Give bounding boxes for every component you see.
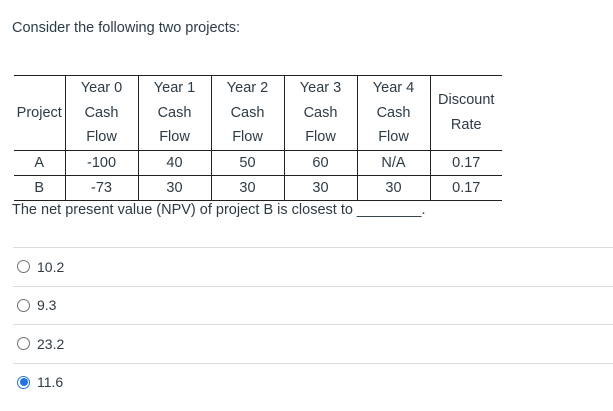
question-prompt: The net present value (NPV) of project B… xyxy=(12,202,426,218)
radio-selected-icon[interactable] xyxy=(17,375,30,389)
cell-project-a: A xyxy=(14,150,66,176)
cell-b-year1: 30 xyxy=(138,175,212,201)
answer-option-2[interactable]: 23.2 xyxy=(13,324,613,363)
col-header-year2: Year 2 Cash Flow xyxy=(211,75,285,151)
cell-a-year2: 50 xyxy=(211,150,285,176)
col-header-year4: Year 4 Cash Flow xyxy=(357,75,431,151)
cell-a-discount: 0.17 xyxy=(430,150,502,176)
radio-icon[interactable] xyxy=(17,337,30,351)
answer-option-label: 10.2 xyxy=(37,258,65,275)
col-header-year1: Year 1 Cash Flow xyxy=(138,75,212,151)
cell-b-discount: 30 xyxy=(357,175,431,201)
col-header-discount-rate: Discount Rate xyxy=(430,75,502,151)
answer-option-0[interactable]: 10.2 xyxy=(13,247,613,286)
cell-a-year3: 60 xyxy=(284,150,358,176)
cell-b-year0: -73 xyxy=(65,175,139,201)
cell-b-year3: 30 xyxy=(284,175,358,201)
table-row-project-b: B -73 30 30 30 30 0.17 xyxy=(14,175,502,201)
table-header-row: Project Year 0 Cash Flow Year 1 Cash Flo… xyxy=(14,75,502,151)
question-intro: Consider the following two projects: xyxy=(12,20,241,36)
answer-option-label: 11.6 xyxy=(37,374,64,391)
answer-option-1[interactable]: 9.3 xyxy=(13,285,613,325)
cell-a-year4: N/A xyxy=(357,150,431,176)
cell-b-year2: 30 xyxy=(211,175,285,201)
col-header-year0: Year 0 Cash Flow xyxy=(65,75,139,151)
radio-icon[interactable] xyxy=(17,298,30,312)
col-header-year3: Year 3 Cash Flow xyxy=(284,75,358,151)
cell-a-year0: -100 xyxy=(65,150,139,176)
table-row-project-a: A -100 40 50 60 N/A 0.17 xyxy=(14,150,502,176)
answer-option-label: 9.3 xyxy=(37,297,57,314)
cell-b-discount-rate: 0.17 xyxy=(430,175,502,201)
radio-icon[interactable] xyxy=(17,260,30,274)
answer-option-label: 23.2 xyxy=(37,335,65,352)
cell-a-year1: 40 xyxy=(138,150,212,176)
cell-project-b: B xyxy=(14,175,66,201)
answer-options: 10.2 9.3 23.2 11.6 xyxy=(13,247,613,401)
answer-option-3[interactable]: 11.6 xyxy=(13,362,613,402)
col-header-project: Project xyxy=(14,75,66,151)
cashflow-table: Project Year 0 Cash Flow Year 1 Cash Flo… xyxy=(14,75,502,201)
